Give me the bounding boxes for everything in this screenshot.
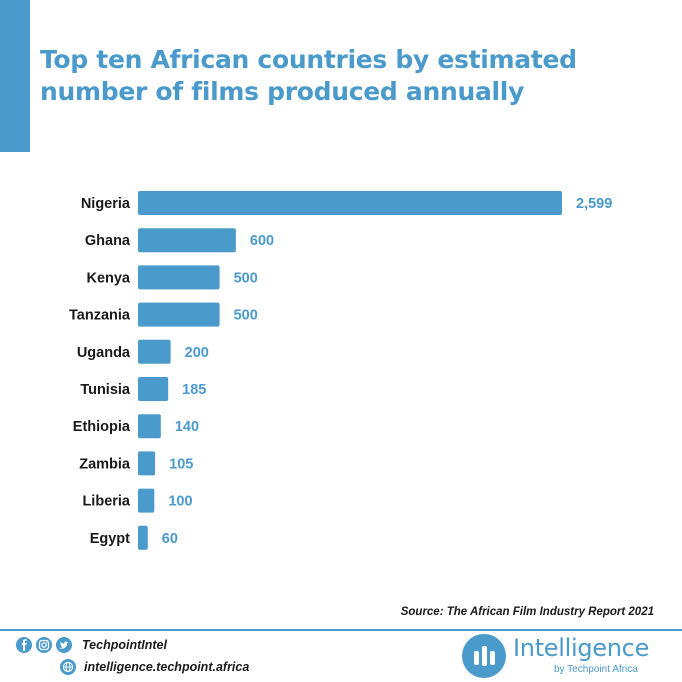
category-label: Tunisia xyxy=(80,382,131,398)
value-label: 60 xyxy=(162,531,178,547)
bar-liberia xyxy=(138,488,155,513)
category-label: Zambia xyxy=(79,456,131,472)
value-label: 500 xyxy=(234,270,258,286)
value-label: 185 xyxy=(182,382,206,398)
value-label: 200 xyxy=(185,345,209,361)
bar-egypt xyxy=(138,525,148,550)
instagram-icon[interactable] xyxy=(36,637,52,653)
value-label: 140 xyxy=(175,419,199,435)
value-label: 600 xyxy=(250,233,274,249)
value-label: 100 xyxy=(168,494,192,510)
bar-ghana xyxy=(138,228,236,253)
bar-chart: Nigeria 2,599 Ghana 600 Kenya 500 Tanzania 500 U… xyxy=(69,191,612,550)
bar-ethiopia xyxy=(138,414,161,439)
category-label: Ghana xyxy=(85,233,131,249)
social-links: TechpointIntel xyxy=(16,637,167,653)
accent-bar xyxy=(0,0,30,152)
bar-nigeria xyxy=(138,191,562,215)
bar-kenya xyxy=(138,265,220,290)
footer-divider xyxy=(0,629,682,631)
bar-tanzania xyxy=(138,302,220,327)
value-label: 2,599 xyxy=(576,196,612,212)
intelligence-logo-icon xyxy=(462,634,506,678)
website-url[interactable]: intelligence.techpoint.africa xyxy=(84,660,250,674)
category-label: Nigeria xyxy=(81,196,131,212)
category-label: Kenya xyxy=(86,270,130,286)
website-link[interactable]: intelligence.techpoint.africa xyxy=(60,659,249,675)
bar-uganda xyxy=(138,339,171,364)
facebook-icon[interactable] xyxy=(16,637,32,653)
category-label: Uganda xyxy=(77,345,131,361)
value-label: 105 xyxy=(169,456,193,472)
social-handle[interactable]: TechpointIntel xyxy=(82,638,167,652)
twitter-icon[interactable] xyxy=(56,637,72,653)
bar-zambia xyxy=(138,451,156,476)
value-label: 500 xyxy=(234,308,258,324)
source-note: Source: The African Film Industry Report… xyxy=(400,606,654,618)
category-label: Liberia xyxy=(82,494,130,510)
category-label: Egypt xyxy=(90,531,130,547)
chart-title: Top ten African countries by estimated n… xyxy=(40,45,577,106)
globe-icon xyxy=(60,659,76,675)
brand-name: Intelligence xyxy=(513,634,650,662)
bar-tunisia xyxy=(138,377,169,401)
category-label: Tanzania xyxy=(69,308,131,324)
brand-subtitle: by Techpoint Africa xyxy=(554,664,638,675)
category-label: Ethiopia xyxy=(73,419,131,435)
